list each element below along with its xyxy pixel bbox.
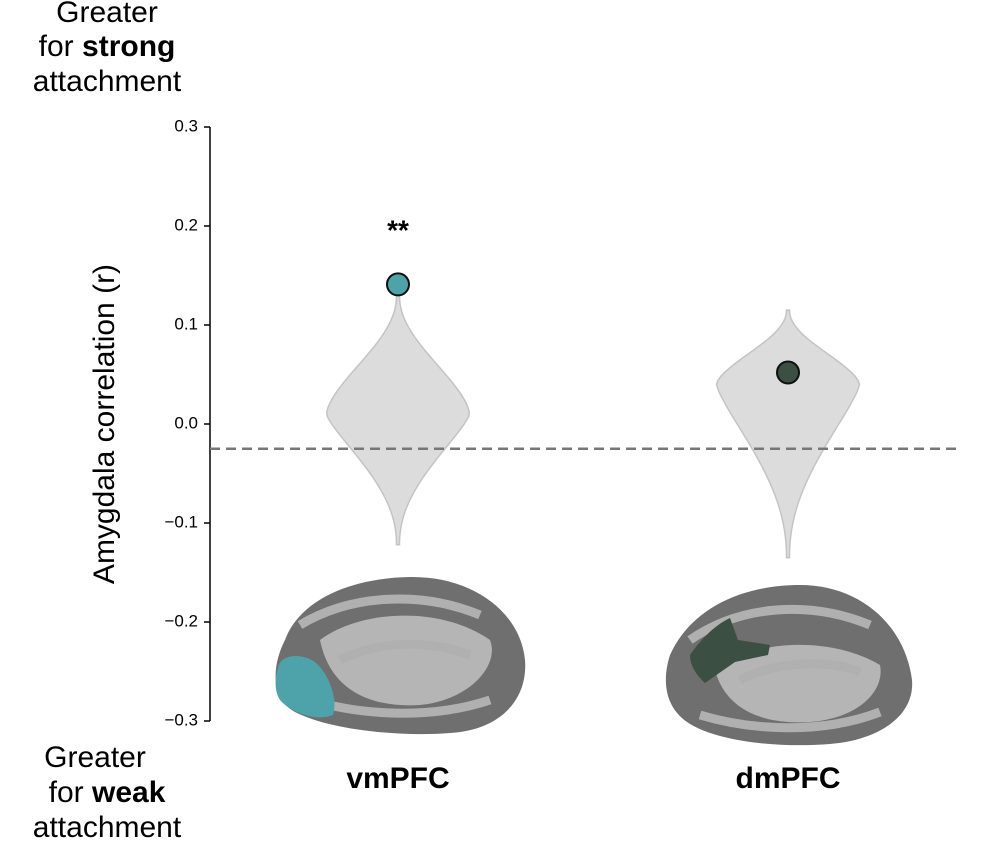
top-note: for strong [39, 30, 176, 63]
bottom-note: for weak [49, 776, 166, 809]
y-tick-label: −0.2 [164, 611, 198, 630]
y-tick-label: 0.3 [174, 116, 198, 135]
brain-right [665, 585, 913, 746]
y-tick-label: −0.3 [164, 710, 198, 729]
bottom-note: Greater [44, 741, 146, 774]
top-note: strong [82, 30, 175, 63]
y-tick-label: −0.1 [164, 512, 198, 531]
y-tick-label: 0.1 [174, 314, 198, 333]
y-axis-label: Amygdala correlation (r) [88, 264, 121, 584]
y-tick-label: 0.0 [174, 413, 198, 432]
bottom-note: weak [91, 776, 166, 809]
violin [326, 294, 470, 546]
bottom-note: for [49, 776, 84, 809]
y-tick-label: 0.2 [174, 215, 198, 234]
top-note: attachment [33, 65, 182, 98]
annotation: ** [387, 214, 409, 245]
bottom-note: attachment [33, 811, 182, 844]
point [776, 360, 800, 385]
top-note: for [39, 30, 74, 63]
top-note: Greater [56, 0, 158, 29]
violin [715, 309, 861, 559]
x-tick-label: vmPFC [346, 762, 449, 795]
x-tick-label: dmPFC [736, 762, 841, 795]
point [386, 272, 410, 297]
brain-left [275, 576, 526, 735]
